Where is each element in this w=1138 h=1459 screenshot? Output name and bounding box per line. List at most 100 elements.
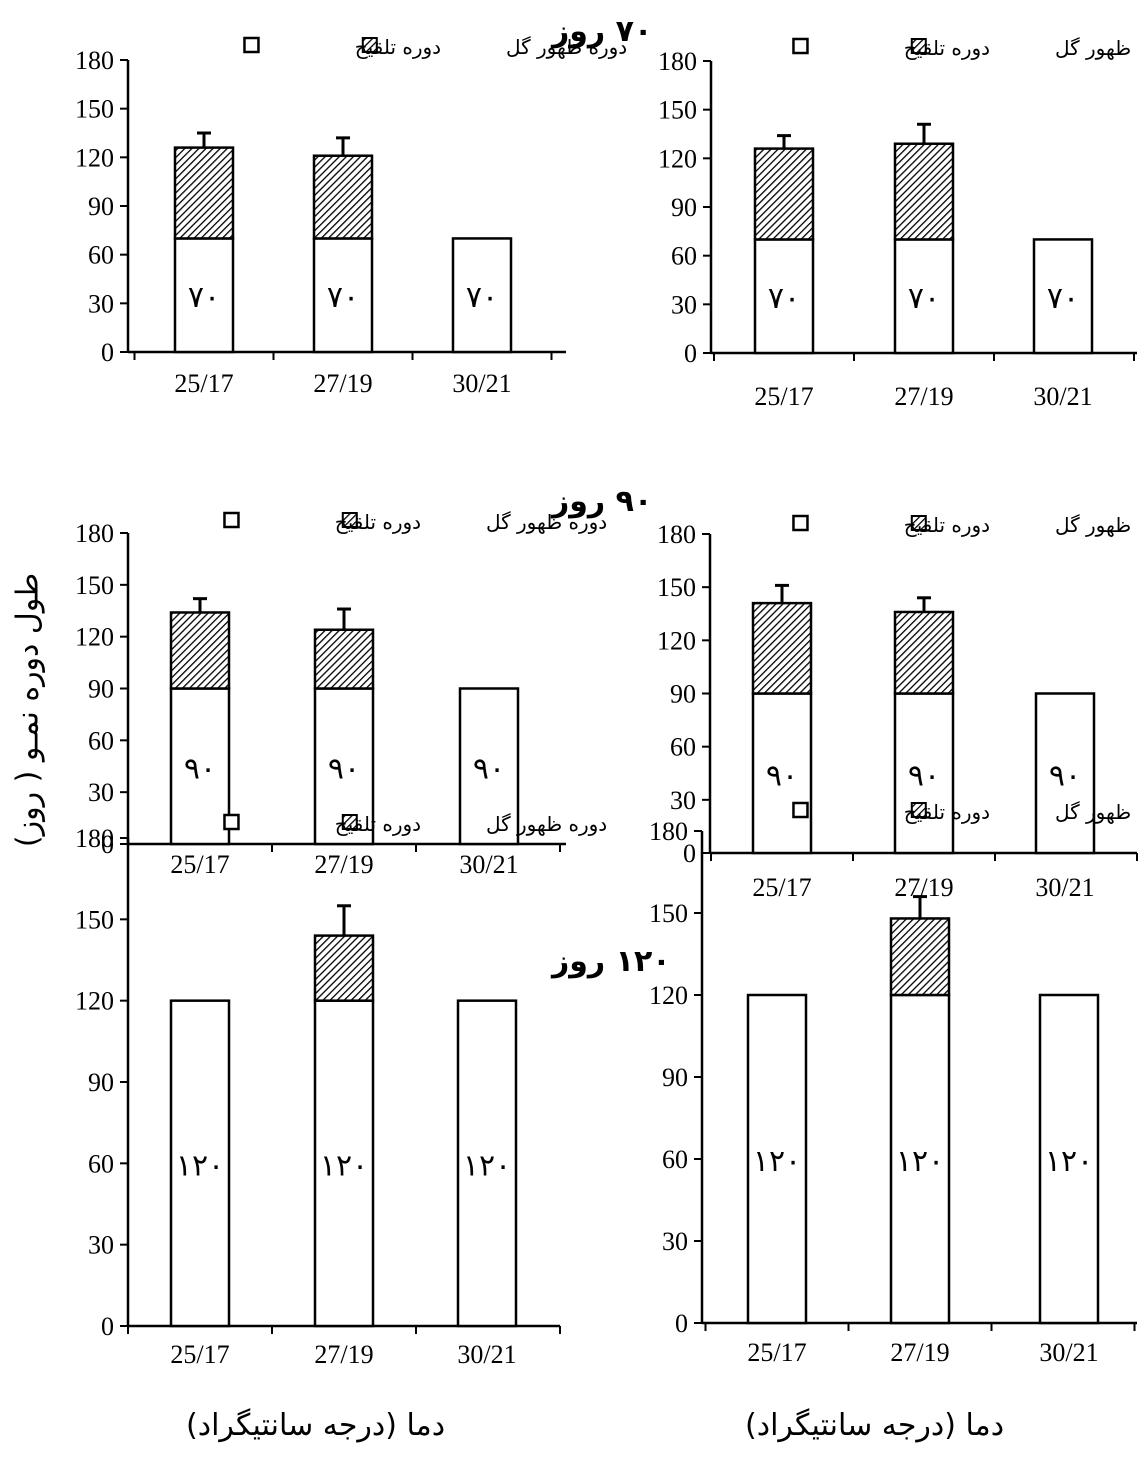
legend-label-vernalization: دوره تلقیح — [904, 513, 990, 537]
bar-label: ۷۰ — [1047, 281, 1079, 316]
row-title-70: ۷۰ روز — [552, 14, 653, 49]
x-axis-label-left: دما (درجه سانتیگراد) — [186, 1408, 446, 1443]
legend-swatch-vernalization — [223, 511, 240, 529]
x-axis-label-right: دما (درجه سانتیگراد) — [745, 1408, 1005, 1443]
bar-label: ۹۰ — [473, 751, 505, 786]
x-tick-label: 27/19 — [313, 369, 372, 398]
bar-label: ۱۲۰ — [753, 1144, 801, 1179]
y-tick-label: 180 — [75, 46, 114, 75]
legend: دوره ظهور گل دوره تلقیح — [243, 35, 627, 59]
y-tick-label: 150 — [649, 899, 688, 928]
legend-label-flowering: دوره ظهور گل — [1055, 36, 1138, 60]
y-tick-label: 30 — [88, 778, 114, 807]
bar-label: ۱۲۰ — [320, 1148, 368, 1183]
bar-vernalization — [746, 993, 808, 1325]
x-tick-label: 25/17 — [752, 873, 811, 902]
x-tick-label: 27/19 — [314, 850, 373, 879]
y-tick-label: 0 — [683, 839, 696, 868]
bar-vernalization — [751, 692, 813, 855]
chart-panel-row3-left: 0 30 60 90 120 150 180 ۱۲۰ 25/17 ۱۲۰ 27/19 ۱۲۰ 30/21… — [75, 812, 607, 1369]
legend-swatch-flowering — [361, 37, 378, 53]
x-tick-label: 30/21 — [1033, 382, 1092, 411]
bar-label: ۱۲۰ — [896, 1144, 944, 1179]
bar-label: ۷۰ — [327, 280, 359, 315]
bar-label: ۷۰ — [768, 281, 800, 316]
legend-swatch-flowering — [910, 38, 927, 54]
bar-label: ۱۲۰ — [463, 1148, 511, 1183]
bar-vernalization — [893, 238, 955, 355]
bar-label: ۹۰ — [766, 758, 798, 793]
legend-swatch-flowering — [910, 802, 927, 818]
y-tick-label: 60 — [88, 1149, 114, 1178]
x-tick-label: 27/19 — [890, 1338, 949, 1367]
legend-label-vernalization: دوره تلقیح — [355, 35, 441, 59]
legend-swatch-flowering — [341, 512, 358, 528]
bar-label: ۹۰ — [184, 751, 216, 786]
legend: دوره ظهور گل دوره تلقیح — [223, 812, 607, 836]
y-tick-label: 120 — [75, 143, 114, 172]
y-tick-label: 60 — [88, 241, 114, 270]
bar-flowering — [753, 147, 815, 241]
bar-label: ۷۰ — [466, 280, 498, 315]
bar-label: ۷۰ — [188, 280, 220, 315]
y-tick-label: 30 — [662, 1227, 688, 1256]
y-tick-label: 120 — [658, 144, 697, 173]
bar-flowering — [313, 628, 375, 690]
y-tick-label: 150 — [657, 573, 696, 602]
chart-panel-row2-left: 0 30 60 90 120 150 180 ۹۰ 25/17 ۹۰ 27/19 ۹۰ 30/21 دور… — [75, 510, 607, 879]
row-title-90: ۹۰ روز — [552, 484, 653, 519]
y-tick-label: 0 — [101, 1312, 114, 1341]
bar-vernalization — [173, 237, 235, 354]
y-tick-label: 180 — [75, 519, 114, 548]
y-tick-label: 60 — [670, 733, 696, 762]
chart-panel-row2-right: 0306090120150180۹۰25/17۹۰27/19۹۰30/21دور… — [657, 513, 1138, 902]
bar-vernalization — [889, 993, 951, 1325]
x-tick-label: 25/17 — [174, 369, 233, 398]
x-tick-label: 30/21 — [459, 850, 518, 879]
y-tick-label: 120 — [649, 981, 688, 1010]
y-tick-label: 90 — [88, 675, 114, 704]
x-tick-label: 30/21 — [452, 369, 511, 398]
y-tick-label: 0 — [675, 1309, 688, 1338]
legend-swatch-vernalization — [792, 37, 809, 55]
y-tick-label: 150 — [75, 905, 114, 934]
legend: دوره ظهور گل دوره تلقیح — [792, 36, 1138, 60]
bar-label: ۱۲۰ — [1045, 1144, 1093, 1179]
y-tick-label: 150 — [75, 571, 114, 600]
bar-vernalization — [313, 687, 375, 846]
y-tick-label: 90 — [670, 680, 696, 709]
bar-vernalization — [893, 692, 955, 855]
x-tick-label: 30/21 — [457, 1340, 516, 1369]
y-tick-label: 180 — [657, 520, 696, 549]
legend: دوره ظهور گل دوره تلقیح — [792, 800, 1138, 824]
bar-flowering — [169, 611, 231, 690]
y-axis-label: طول دوره نمـو ( روز) — [10, 572, 46, 848]
x-tick-label: 27/19 — [314, 1340, 373, 1369]
legend-swatch-vernalization — [792, 514, 809, 532]
y-tick-label: 150 — [75, 95, 114, 124]
legend-label-vernalization: دوره تلقیح — [335, 812, 421, 836]
legend-label-flowering: دوره ظهور گل — [1055, 800, 1138, 824]
bar-vernalization — [169, 999, 231, 1328]
bar-flowering — [889, 917, 951, 997]
y-tick-label: 120 — [75, 623, 114, 652]
bar-vernalization — [456, 999, 518, 1328]
legend: دوره ظهور گل دوره تلقیح — [792, 513, 1138, 537]
bar-vernalization — [458, 687, 520, 846]
chart-panel-row1-left: 0 30 60 90 120 150 180 ۷۰ 25/17 ۷۰ 27/19 ۷۰ 30/21 دور… — [75, 35, 627, 398]
legend-swatch-vernalization — [792, 801, 809, 819]
legend-label-vernalization: دوره تلقیح — [904, 800, 990, 824]
chart-panel-row3-right: 0 30 60 90 120 150 180 ۱۲۰ 25/17 ۱۲۰ 27/19 ۱۲۰ 30/21… — [649, 800, 1138, 1367]
legend-label-flowering: دوره ظهور گل — [506, 35, 627, 59]
bar-label: ۹۰ — [908, 758, 940, 793]
y-tick-label: 30 — [670, 786, 696, 815]
y-tick-label: 0 — [684, 339, 697, 368]
legend: دوره ظهور گل دوره تلقیح — [223, 510, 607, 534]
y-tick-label: 90 — [671, 193, 697, 222]
x-tick-label: 25/17 — [747, 1338, 806, 1367]
y-tick-label: 60 — [662, 1145, 688, 1174]
bar-flowering — [751, 601, 813, 695]
row-title-120: ۱۲۰ روز — [552, 944, 671, 979]
bar-flowering — [313, 934, 375, 1002]
bar-vernalization — [1032, 238, 1094, 355]
